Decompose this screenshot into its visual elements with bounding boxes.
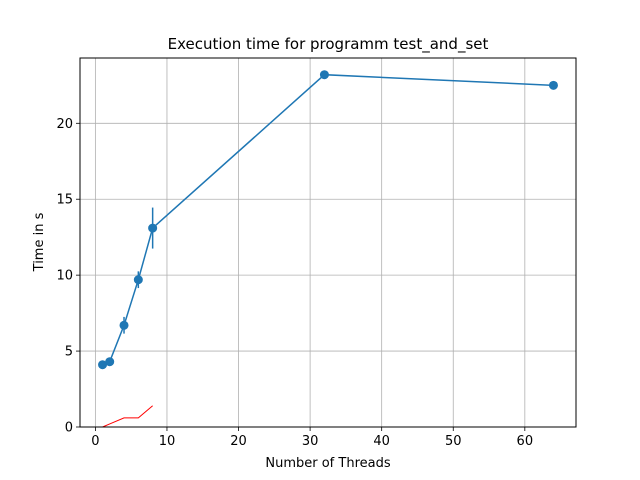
x-axis-label: Number of Threads [265,456,390,471]
series-0-point [148,223,158,233]
series-layer [98,70,558,428]
series-0-point [319,70,329,80]
x-tick-label: 50 [445,434,462,449]
x-tick-label: 20 [230,434,247,449]
y-tick-label: 10 [56,269,73,284]
series-0-point [105,357,115,367]
chart-title: Execution time for programm test_and_set [168,35,489,54]
y-tick-label: 5 [65,345,73,360]
y-tick-label: 20 [56,117,73,132]
plot-frame [79,57,577,428]
grid [80,58,576,428]
series-1-line [102,405,153,428]
series-0-point [133,275,143,285]
series-0-point [548,80,558,90]
x-tick-label: 60 [517,434,534,449]
x-tick-label: 10 [159,434,176,449]
y-axis-label: Time in s [32,212,47,272]
y-tick-label: 0 [65,421,73,436]
x-tick-label: 30 [302,434,319,449]
x-tick-label: 40 [373,434,390,449]
ticks: 0 10 20 30 40 50 60 0 5 10 15 20 [56,117,533,449]
x-tick-label: 0 [91,434,99,449]
y-tick-label: 15 [56,193,73,208]
series-0-point [98,360,108,370]
series-0-point [119,320,129,330]
